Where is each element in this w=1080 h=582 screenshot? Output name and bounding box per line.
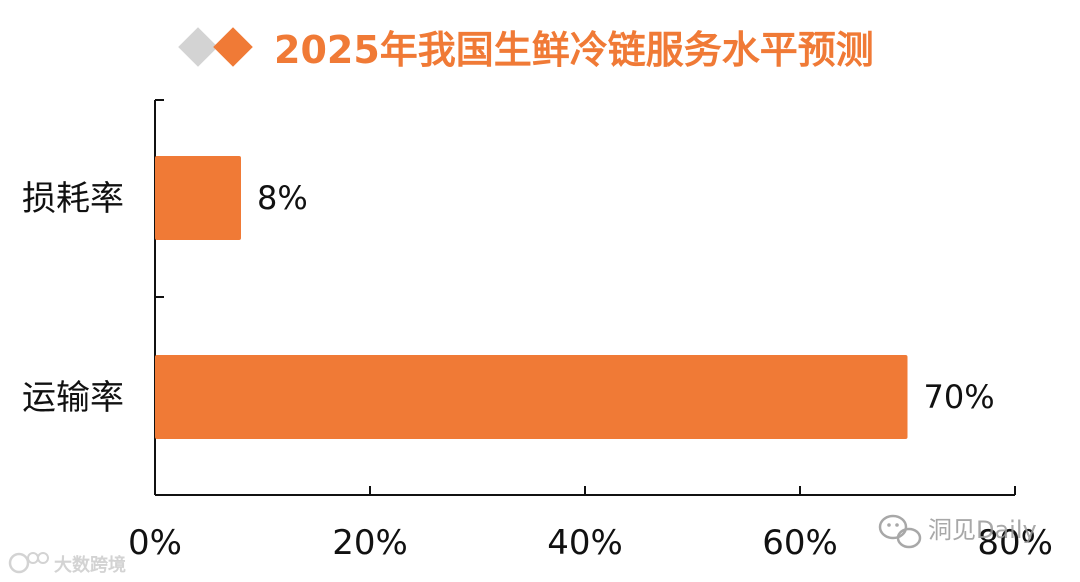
watermark-right-text: 洞见Daily <box>928 516 1037 544</box>
x-tick-label-1: 20% <box>332 523 408 563</box>
bar-2 <box>155 355 908 439</box>
watermark-left: 大数跨境 <box>8 552 126 576</box>
value-label-1: 8% <box>257 179 308 217</box>
value-label-2: 70% <box>924 378 995 416</box>
orange-diamond-icon <box>213 27 253 67</box>
logo-icon <box>8 552 49 574</box>
chart-title: 2025年我国生鲜冷链服务水平预测 <box>274 28 874 72</box>
wechat-icon <box>878 514 922 549</box>
title-group: 2025年我国生鲜冷链服务水平预测 <box>178 27 874 72</box>
category-label-2: 运输率 <box>22 378 124 418</box>
x-tick-label-4: 80% <box>977 523 1053 563</box>
x-tick-label-3: 60% <box>762 523 838 563</box>
x-tick-label-0: 0% <box>128 523 182 563</box>
grey-diamond-icon <box>178 27 218 67</box>
watermark-right: 洞见Daily <box>878 514 1037 549</box>
x-tick-label-2: 40% <box>547 523 623 563</box>
bar-1 <box>155 156 241 240</box>
watermark-left-text: 大数跨境 <box>54 554 126 576</box>
category-label-1: 损耗率 <box>22 179 124 219</box>
